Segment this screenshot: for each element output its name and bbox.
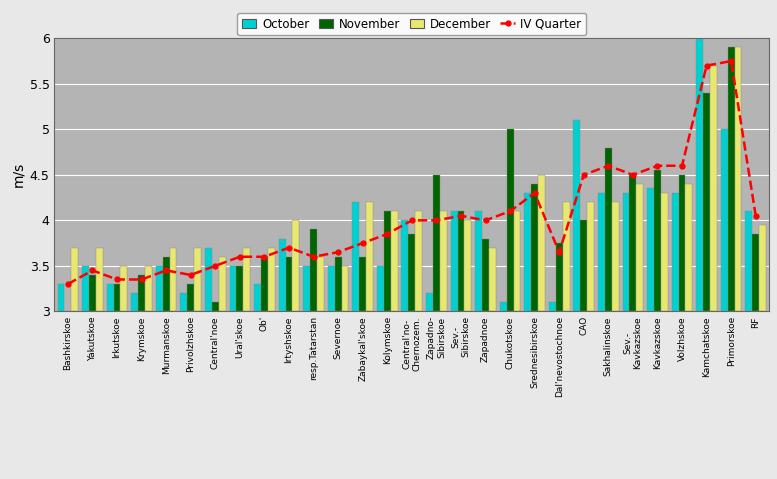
Bar [96, 248, 103, 311]
Bar [243, 248, 250, 311]
Bar [352, 202, 359, 311]
Bar [721, 129, 728, 311]
Bar [636, 184, 643, 311]
Bar [759, 225, 766, 311]
Bar [696, 38, 703, 311]
Y-axis label: m/s: m/s [12, 162, 26, 187]
Bar [500, 302, 507, 311]
Bar [120, 266, 127, 311]
Bar [605, 148, 611, 311]
Bar [752, 234, 759, 311]
Bar [489, 248, 496, 311]
Bar [622, 193, 629, 311]
Bar [229, 266, 236, 311]
Bar [169, 248, 176, 311]
Bar [335, 257, 342, 311]
Bar [212, 302, 219, 311]
Bar [629, 175, 636, 311]
Bar [415, 211, 422, 311]
Bar [458, 211, 465, 311]
Bar [131, 293, 138, 311]
Bar [219, 257, 225, 311]
Bar [156, 266, 162, 311]
Bar [384, 211, 391, 311]
Bar [703, 93, 710, 311]
Bar [482, 239, 489, 311]
Bar [710, 66, 717, 311]
Bar [145, 266, 152, 311]
Bar [377, 266, 384, 311]
Bar [580, 220, 587, 311]
Bar [285, 257, 292, 311]
Bar [328, 266, 335, 311]
Bar [162, 257, 169, 311]
Bar [342, 266, 348, 311]
Bar [573, 120, 580, 311]
Bar [598, 193, 605, 311]
Bar [451, 211, 458, 311]
Bar [317, 257, 324, 311]
Bar [194, 248, 201, 311]
Bar [654, 171, 661, 311]
Bar [113, 284, 120, 311]
Bar [279, 239, 285, 311]
Bar [366, 202, 373, 311]
Bar [106, 284, 113, 311]
Bar [678, 175, 685, 311]
Bar [745, 211, 752, 311]
Bar [187, 284, 194, 311]
Bar [531, 184, 538, 311]
Bar [514, 211, 521, 311]
Bar [303, 266, 310, 311]
Bar [728, 47, 734, 311]
Bar [587, 202, 594, 311]
Bar [236, 266, 243, 311]
Bar [89, 275, 96, 311]
Bar [261, 257, 268, 311]
Bar [359, 257, 366, 311]
Bar [138, 275, 145, 311]
Bar [391, 211, 398, 311]
Bar [254, 284, 261, 311]
Bar [549, 302, 556, 311]
Bar [507, 129, 514, 311]
Bar [433, 175, 440, 311]
Bar [734, 47, 741, 311]
Bar [671, 193, 678, 311]
Bar [71, 248, 78, 311]
Bar [440, 211, 447, 311]
Bar [82, 266, 89, 311]
Bar [205, 248, 212, 311]
Bar [563, 202, 570, 311]
Bar [426, 293, 433, 311]
Bar [268, 248, 275, 311]
Bar [611, 202, 618, 311]
Legend: October, November, December, IV Quarter: October, November, December, IV Quarter [237, 13, 587, 35]
Bar [57, 284, 64, 311]
Bar [647, 189, 654, 311]
Bar [538, 175, 545, 311]
Bar [476, 211, 482, 311]
Bar [409, 234, 415, 311]
Bar [556, 243, 563, 311]
Bar [685, 184, 692, 311]
Bar [310, 229, 317, 311]
Bar [661, 193, 667, 311]
Bar [524, 193, 531, 311]
Bar [292, 220, 299, 311]
Bar [402, 220, 409, 311]
Bar [465, 220, 472, 311]
Bar [180, 293, 187, 311]
